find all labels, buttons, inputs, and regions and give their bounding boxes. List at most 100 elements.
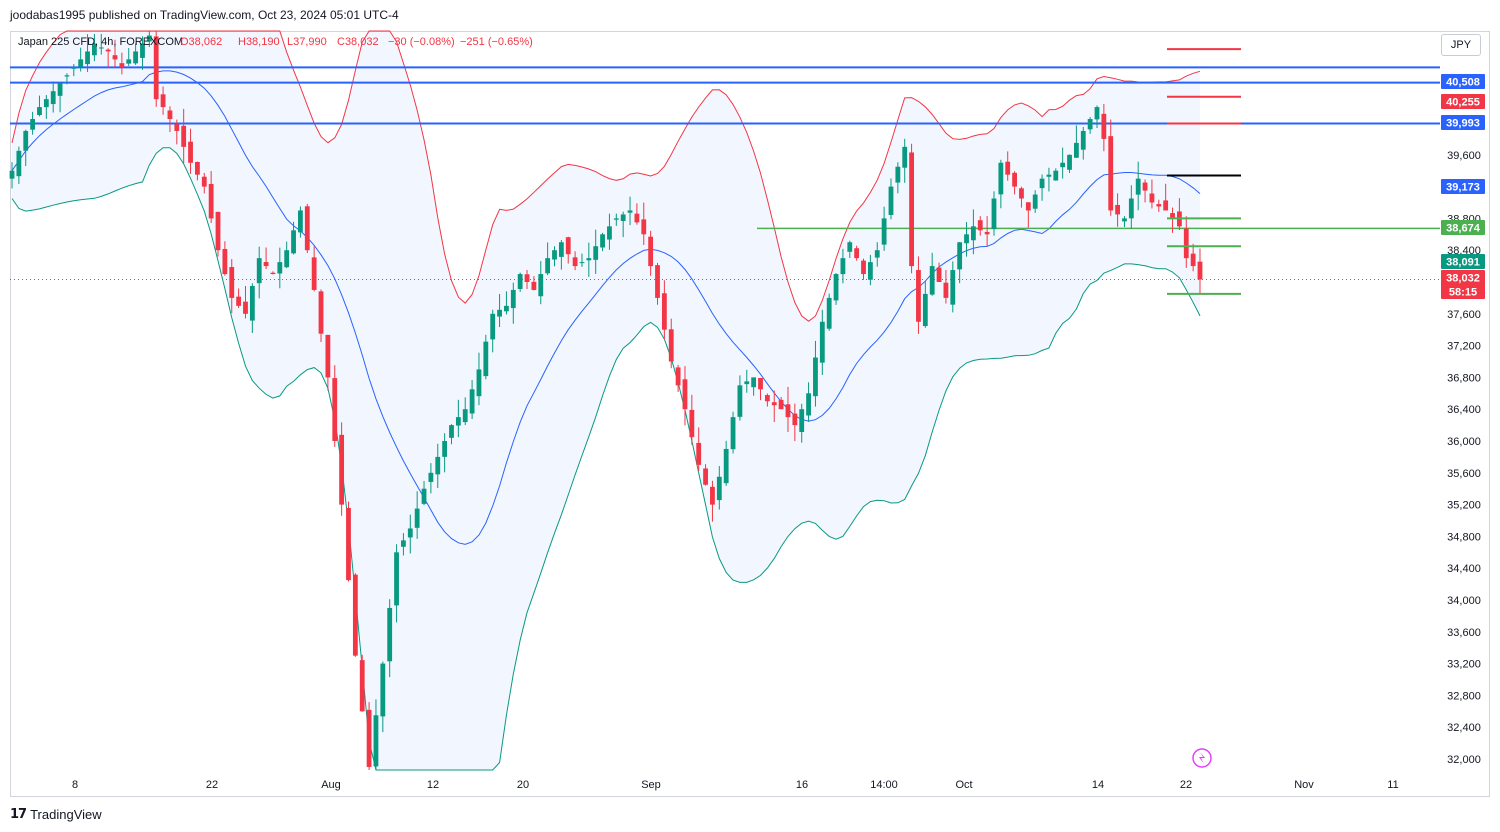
y-tick-label: 32,000: [1447, 754, 1481, 766]
y-tick-label: 35,600: [1447, 468, 1481, 480]
legend-high: H38,190: [238, 36, 280, 48]
candle: [531, 276, 537, 291]
currency-selector[interactable]: JPY: [1441, 34, 1481, 56]
candle: [455, 399, 461, 438]
candle: [826, 293, 832, 331]
candle: [744, 369, 750, 393]
candle: [1190, 243, 1196, 272]
candle: [380, 661, 386, 733]
x-tick-label: 22: [1180, 779, 1192, 791]
x-tick-label: 11: [1387, 779, 1398, 791]
candle: [1128, 185, 1134, 229]
x-tick-label: Aug: [321, 779, 341, 791]
candle: [256, 246, 262, 299]
candle: [517, 272, 523, 292]
candle: [943, 270, 949, 304]
legend-symbol: Japan 225 CFD, 4h, FOREXCOM: [18, 36, 183, 48]
candle: [600, 232, 605, 252]
candle: [778, 396, 784, 410]
candle: [984, 216, 990, 247]
candle: [1094, 105, 1100, 129]
svg-text:39,993: 39,993: [1446, 118, 1480, 130]
svg-text:39,173: 39,173: [1446, 182, 1480, 194]
tradingview-logo[interactable]: 𝟭𝟳 TradingView: [10, 806, 102, 822]
candle: [174, 119, 180, 145]
x-tick-label: 14:00: [870, 779, 898, 791]
candle: [428, 463, 434, 494]
x-tick-label: Sep: [641, 779, 661, 791]
price-label: 39,173: [1441, 179, 1485, 194]
candle: [352, 573, 358, 657]
candle: [208, 171, 214, 224]
candle: [545, 242, 551, 276]
candle: [291, 221, 296, 255]
candle: [929, 252, 935, 296]
candle: [620, 211, 626, 238]
svg-text:38,032: 38,032: [1446, 273, 1480, 285]
candle: [1170, 207, 1175, 233]
candle: [847, 240, 853, 258]
candle: [861, 258, 866, 280]
replay-icon[interactable]: [1192, 748, 1212, 768]
candle: [895, 162, 901, 194]
candle: [215, 211, 221, 257]
candle: [723, 440, 729, 486]
candle: [593, 229, 599, 274]
candle: [977, 216, 983, 236]
candle: [799, 403, 805, 443]
candle: [311, 246, 317, 292]
candle: [359, 654, 365, 712]
candle: [78, 47, 84, 72]
candle: [462, 397, 468, 426]
candle: [387, 599, 393, 678]
candle: [1183, 216, 1189, 268]
candle: [243, 285, 248, 319]
candle: [1122, 216, 1127, 228]
svg-text:40,255: 40,255: [1446, 97, 1480, 109]
tradingview-brand: TradingView: [30, 806, 102, 822]
candle: [792, 403, 798, 442]
candle: [421, 480, 427, 506]
candle: [298, 206, 303, 238]
candle: [1156, 199, 1162, 212]
candle: [902, 138, 908, 183]
y-tick-label: 37,200: [1447, 341, 1481, 353]
candle: [140, 36, 145, 70]
candle: [236, 288, 242, 309]
candle: [648, 230, 654, 276]
candle: [998, 159, 1004, 209]
candle: [991, 191, 997, 236]
candle: [366, 702, 372, 770]
x-tick-label: 22: [206, 779, 218, 791]
candle: [414, 491, 420, 539]
candle: [916, 256, 921, 334]
bollinger-lower: [11, 147, 1201, 771]
candle: [1163, 183, 1169, 211]
candle: [277, 247, 283, 289]
chart-frame[interactable]: [10, 31, 1490, 797]
candle: [318, 289, 324, 343]
candle: [970, 209, 976, 255]
candle: [771, 390, 777, 423]
candle: [229, 259, 235, 314]
candle: [483, 334, 489, 380]
candle: [92, 33, 97, 62]
legend-close: C38,032: [337, 36, 379, 48]
candle: [37, 95, 42, 117]
candle: [43, 95, 49, 119]
candle: [1005, 151, 1011, 181]
candle: [401, 533, 406, 556]
candle: [504, 291, 509, 315]
y-tick-label: 33,600: [1447, 627, 1481, 639]
candle: [737, 375, 743, 421]
candle: [1115, 193, 1120, 227]
y-tick-label: 32,400: [1447, 722, 1481, 734]
candle: [146, 31, 152, 48]
candle: [785, 386, 791, 432]
legend-change2: −251 (−0.65%): [460, 36, 533, 48]
candle: [922, 281, 928, 328]
publisher-line: joodabas1995 published on TradingView.co…: [10, 8, 399, 22]
price-label: 58:15: [1441, 284, 1485, 299]
x-tick-label: 12: [427, 779, 439, 791]
